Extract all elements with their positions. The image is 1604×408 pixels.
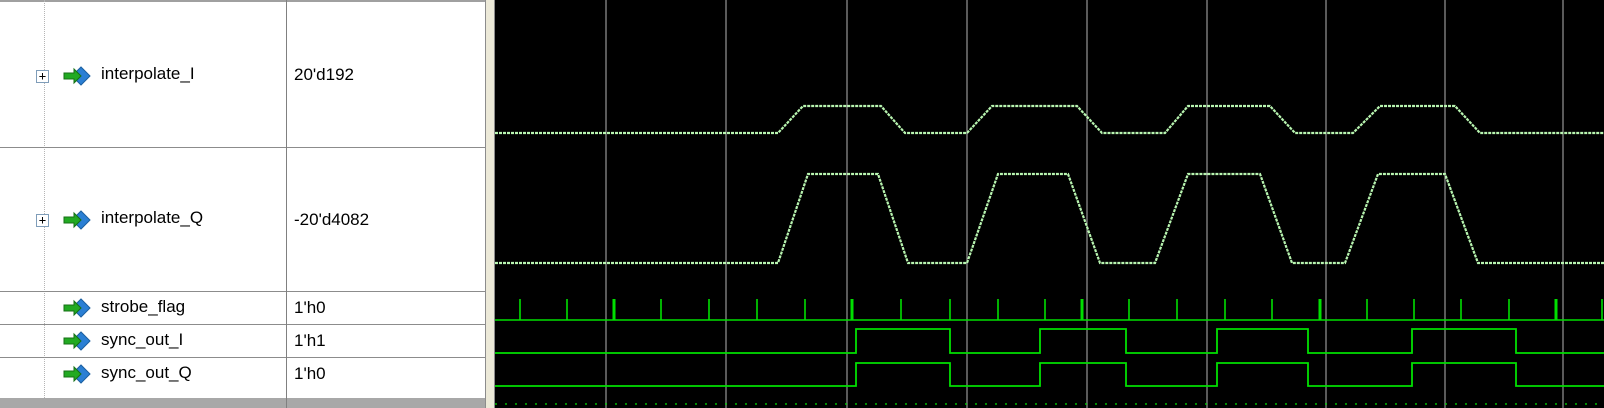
interpolate-i-trace <box>495 104 1604 135</box>
signal-name-label: interpolate_Q <box>101 208 204 227</box>
signal-row-strobe-flag[interactable]: strobe_flag <box>0 292 286 324</box>
signal-name-label: interpolate_I <box>101 64 195 83</box>
expand-plus-icon[interactable]: + <box>36 70 49 83</box>
pane-splitter[interactable] <box>485 0 495 408</box>
bus-signal-icon <box>63 210 91 230</box>
row-divider <box>0 324 286 325</box>
waveform-canvas[interactable] <box>495 0 1604 408</box>
row-divider <box>0 291 286 292</box>
signal-name-label: sync_out_Q <box>101 363 192 382</box>
signal-value-cell: 1'h0 <box>294 298 326 317</box>
signal-value-cell: 1'h0 <box>294 364 326 383</box>
signal-name-label: sync_out_I <box>101 330 184 349</box>
row-divider <box>0 357 286 358</box>
waveform-plot <box>495 0 1604 408</box>
signal-row-interpolate-i[interactable]: + interpolate_I <box>0 2 286 147</box>
row-divider <box>287 324 485 325</box>
row-divider <box>0 147 286 148</box>
sync-out-q-trace <box>495 362 1604 387</box>
wire-signal-icon <box>63 364 91 384</box>
row-divider <box>287 147 485 148</box>
sync-out-i-trace <box>495 328 1604 354</box>
next-row-partial <box>287 398 485 408</box>
signal-row-sync-out-q[interactable]: sync_out_Q <box>0 358 286 390</box>
expand-plus-icon[interactable]: + <box>36 214 49 227</box>
next-row-partial <box>0 398 286 408</box>
signal-value-cell: 1'h1 <box>294 331 326 350</box>
pane-top-border <box>287 0 485 2</box>
signal-value-cell: -20'd4082 <box>294 209 370 229</box>
signal-name-label: strobe_flag <box>101 297 186 316</box>
signal-value-pane: 20'd192 -20'd4082 1'h0 1'h1 1'h0 <box>287 0 485 408</box>
signal-row-sync-out-i[interactable]: sync_out_I <box>0 325 286 357</box>
pane-top-border <box>0 0 286 2</box>
signal-row-interpolate-q[interactable]: + interpolate_Q <box>0 148 286 291</box>
wire-signal-icon <box>63 298 91 318</box>
signal-name-pane: + interpolate_I + interpolate_Q strobe_f… <box>0 0 286 408</box>
bus-signal-icon <box>63 66 91 86</box>
tree-guide-line <box>44 0 45 398</box>
row-divider <box>287 357 485 358</box>
row-divider <box>287 291 485 292</box>
column-divider[interactable] <box>286 0 287 408</box>
signal-value-cell: 20'd192 <box>294 64 354 84</box>
interpolate-q-trace <box>495 172 1604 265</box>
wire-signal-icon <box>63 331 91 351</box>
